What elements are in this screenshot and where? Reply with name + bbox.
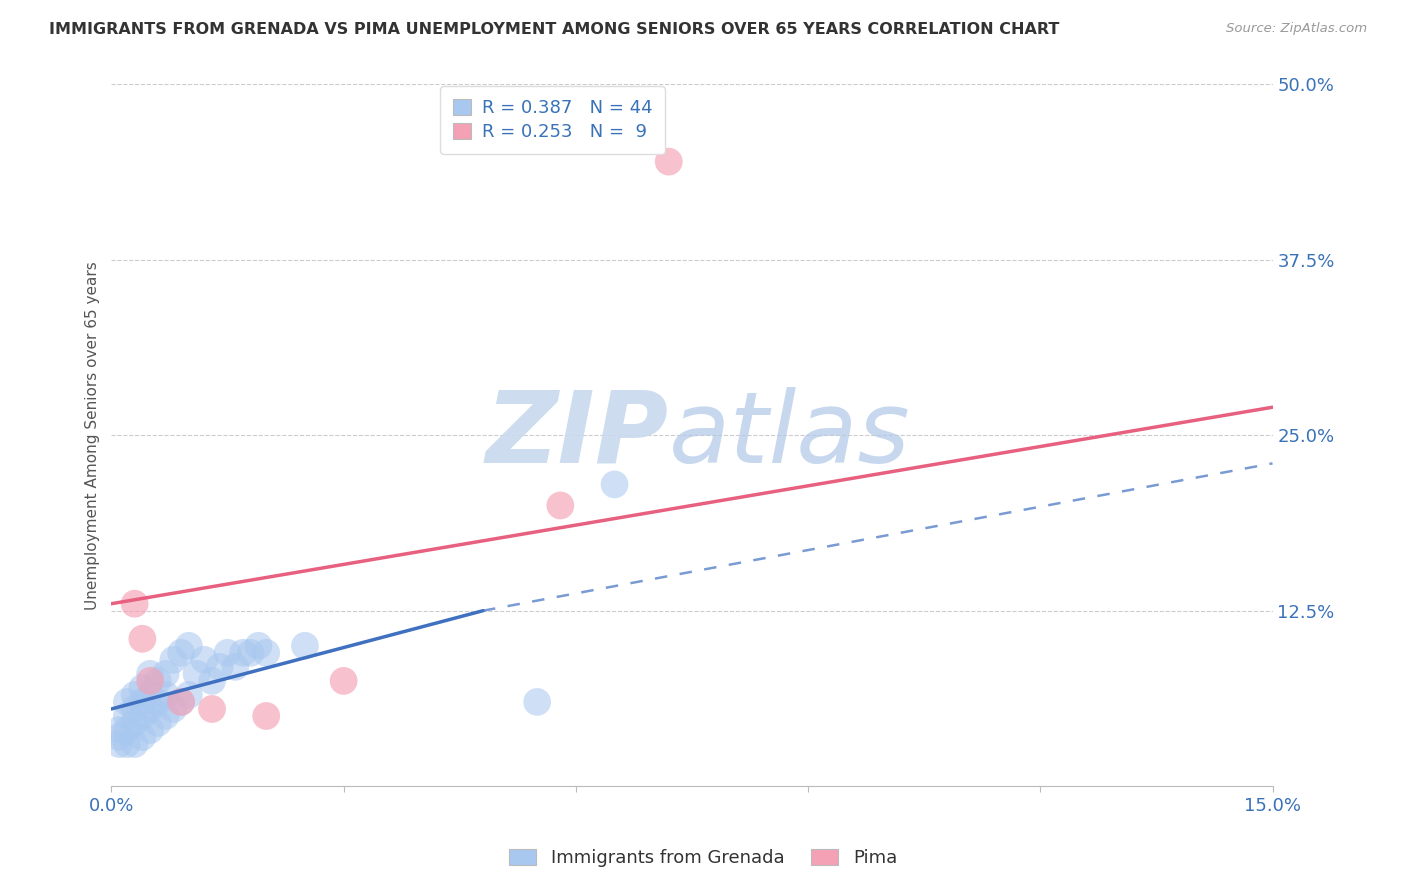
Point — [139, 666, 162, 681]
Point — [201, 673, 224, 688]
Point — [170, 695, 193, 709]
Point — [139, 702, 162, 716]
Point — [131, 709, 153, 723]
Point — [146, 716, 169, 731]
Point — [162, 702, 184, 716]
Point — [115, 709, 138, 723]
Point — [224, 660, 246, 674]
Point — [124, 716, 146, 731]
Point — [124, 737, 146, 751]
Point — [108, 730, 131, 744]
Point — [550, 499, 572, 513]
Point — [254, 646, 277, 660]
Point — [239, 646, 262, 660]
Point — [131, 632, 153, 646]
Point — [155, 688, 177, 702]
Point — [232, 646, 254, 660]
Legend: Immigrants from Grenada, Pima: Immigrants from Grenada, Pima — [502, 841, 904, 874]
Point — [139, 723, 162, 737]
Point — [217, 646, 239, 660]
Point — [254, 709, 277, 723]
Point — [294, 639, 316, 653]
Point — [170, 695, 193, 709]
Point — [115, 723, 138, 737]
Text: IMMIGRANTS FROM GRENADA VS PIMA UNEMPLOYMENT AMONG SENIORS OVER 65 YEARS CORRELA: IMMIGRANTS FROM GRENADA VS PIMA UNEMPLOY… — [49, 22, 1060, 37]
Point — [146, 673, 169, 688]
Point — [208, 660, 231, 674]
Point — [658, 154, 681, 169]
Point — [526, 695, 548, 709]
Point — [170, 646, 193, 660]
Y-axis label: Unemployment Among Seniors over 65 years: Unemployment Among Seniors over 65 years — [86, 261, 100, 609]
Text: atlas: atlas — [669, 387, 910, 483]
Point — [186, 666, 208, 681]
Legend: R = 0.387   N = 44, R = 0.253   N =  9: R = 0.387 N = 44, R = 0.253 N = 9 — [440, 87, 665, 153]
Point — [115, 695, 138, 709]
Point — [162, 653, 184, 667]
Point — [124, 597, 146, 611]
Point — [131, 681, 153, 695]
Point — [177, 639, 200, 653]
Point — [146, 695, 169, 709]
Point — [115, 737, 138, 751]
Point — [131, 730, 153, 744]
Point — [193, 653, 215, 667]
Point — [108, 737, 131, 751]
Text: Source: ZipAtlas.com: Source: ZipAtlas.com — [1226, 22, 1367, 36]
Point — [603, 477, 626, 491]
Point — [155, 666, 177, 681]
Point — [124, 702, 146, 716]
Point — [247, 639, 270, 653]
Point — [124, 688, 146, 702]
Point — [201, 702, 224, 716]
Point — [332, 673, 354, 688]
Point — [131, 695, 153, 709]
Point — [108, 723, 131, 737]
Text: ZIP: ZIP — [485, 387, 669, 483]
Point — [155, 709, 177, 723]
Point — [177, 688, 200, 702]
Point — [139, 688, 162, 702]
Point — [139, 673, 162, 688]
